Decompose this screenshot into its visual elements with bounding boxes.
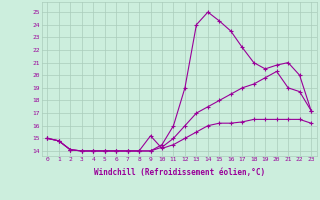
X-axis label: Windchill (Refroidissement éolien,°C): Windchill (Refroidissement éolien,°C): [94, 168, 265, 177]
